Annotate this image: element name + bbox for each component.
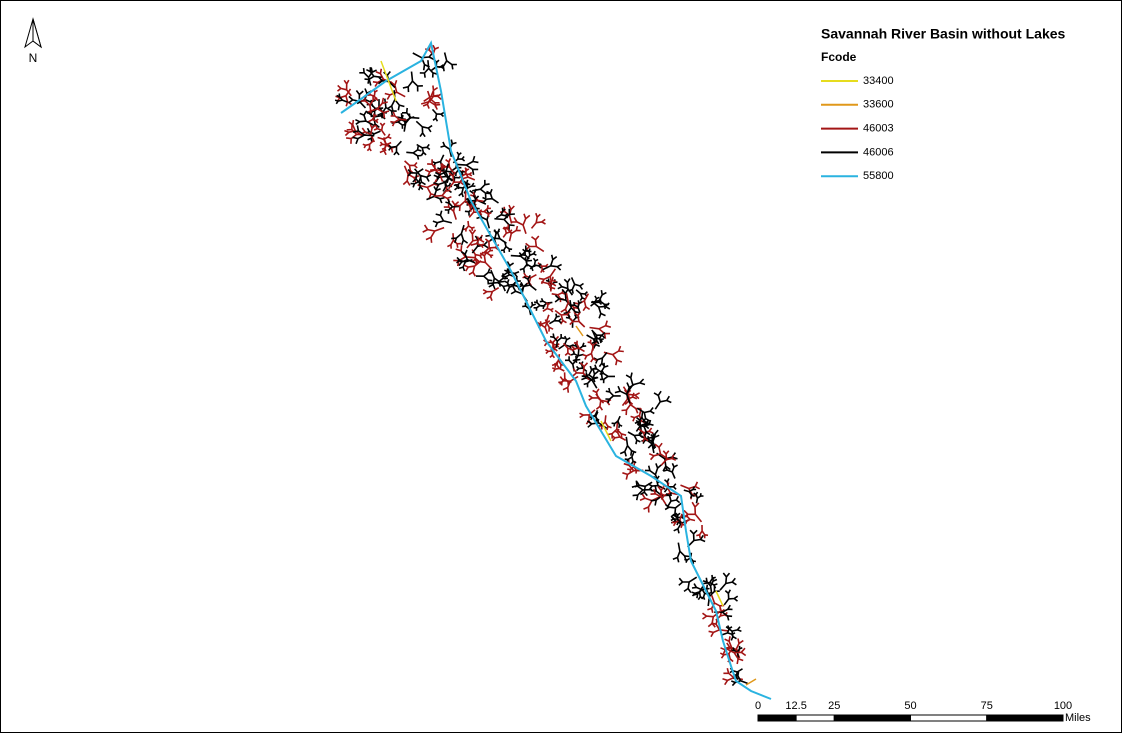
- scale-label: 50: [904, 700, 916, 712]
- stream: [526, 236, 544, 251]
- stream: [543, 255, 562, 270]
- scale-label: 75: [981, 700, 993, 712]
- river-network: [335, 43, 771, 699]
- scale-label: 100: [1054, 700, 1072, 712]
- stream: [615, 383, 634, 404]
- stream: [654, 391, 671, 409]
- north-arrow: N: [25, 19, 41, 65]
- stream: [720, 573, 736, 590]
- stream: [640, 494, 661, 513]
- stream: [463, 221, 474, 232]
- stream: [403, 72, 423, 93]
- scale-segment: [796, 715, 834, 721]
- stream: [532, 213, 546, 228]
- stream: [607, 421, 626, 439]
- legend-label: 33600: [863, 99, 894, 111]
- stream: [368, 114, 378, 123]
- main-river: [341, 43, 771, 699]
- stream: [628, 432, 643, 444]
- legend-title: Fcode: [821, 50, 857, 64]
- scale-bar: 0 12.5 25 50 75 100Miles: [755, 700, 1091, 724]
- legend-label: 46006: [863, 146, 894, 158]
- stream: [406, 146, 421, 160]
- north-label: N: [29, 51, 38, 65]
- scale-label: 25: [828, 700, 840, 712]
- stream: [549, 314, 561, 324]
- stream: [363, 141, 374, 151]
- scale-label: 12.5: [785, 700, 806, 712]
- stream: [589, 389, 604, 403]
- stream: [416, 121, 432, 136]
- legend-label: 55800: [863, 170, 894, 182]
- stream: [583, 347, 597, 362]
- legend-label: 46003: [863, 123, 894, 135]
- stream: [483, 288, 499, 301]
- stream: [476, 269, 493, 285]
- stream: [401, 108, 419, 126]
- scale-label: 0: [755, 700, 761, 712]
- map-title: Savannah River Basin without Lakes: [821, 26, 1066, 42]
- stream: [626, 373, 645, 393]
- stream: [724, 590, 737, 605]
- stream: [526, 249, 536, 260]
- stream: [441, 140, 457, 157]
- map-frame: N Savannah River Basin without Lakes Fco…: [0, 0, 1122, 733]
- scale-segment: [758, 715, 796, 721]
- scale-unit: Miles: [1065, 712, 1091, 724]
- scale-segment: [987, 715, 1063, 721]
- north-arrow-half: [33, 19, 41, 47]
- stream: [665, 503, 682, 518]
- stream: [423, 225, 444, 243]
- stream: [432, 60, 444, 71]
- stream: [568, 277, 583, 293]
- legend-label: 33400: [863, 75, 894, 87]
- map: N Savannah River Basin without Lakes Fco…: [1, 1, 1121, 732]
- stream: [543, 303, 554, 312]
- stream: [604, 346, 624, 365]
- tributary: [381, 61, 723, 606]
- stream: [571, 351, 584, 363]
- legend: 33400 33600 46003 46006 55800: [821, 75, 894, 182]
- stream: [464, 261, 481, 277]
- stream: [439, 53, 457, 72]
- scale-segment: [834, 715, 910, 721]
- scale-segment: [911, 715, 987, 721]
- stream: [380, 137, 396, 154]
- stream: [684, 502, 702, 522]
- stream: [694, 492, 704, 503]
- stream: [433, 109, 444, 121]
